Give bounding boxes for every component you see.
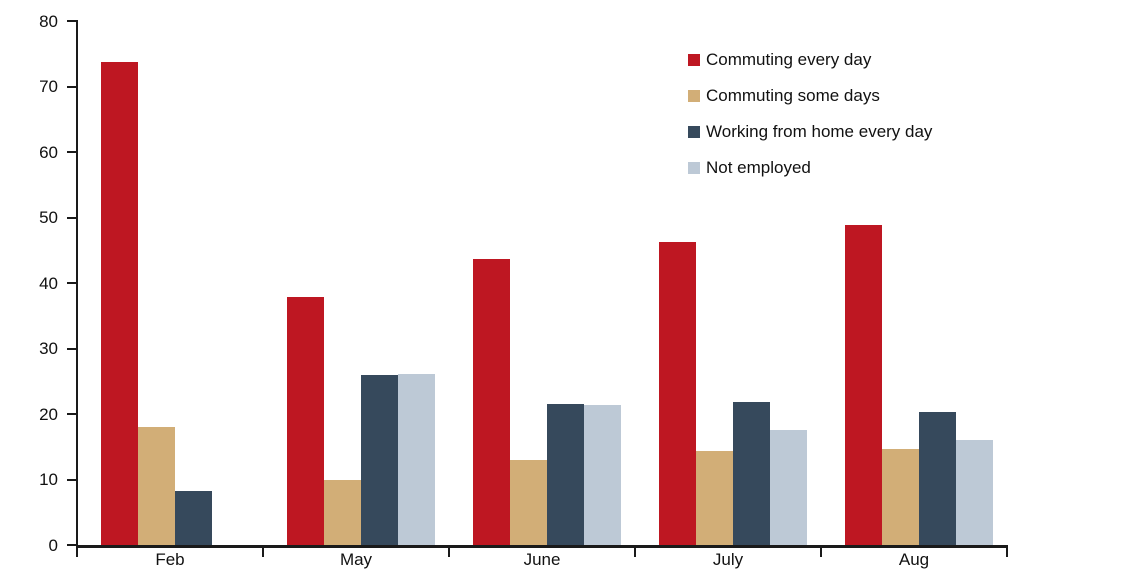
x-category-label: June [523, 550, 561, 569]
legend-swatch-icon [688, 126, 700, 138]
bar-may-series-1 [324, 479, 361, 545]
y-tick-label: 10 [39, 470, 58, 489]
x-category-label: July [712, 550, 744, 569]
legend-label: Not employed [706, 158, 811, 177]
bar-july-series-1 [696, 451, 733, 545]
y-tick-mark [67, 85, 77, 88]
bar-may-series-3 [398, 374, 435, 545]
legend: Commuting every day Commuting some days Wo… [688, 42, 932, 186]
plot-area [77, 21, 1007, 545]
bar-aug-series-0 [845, 224, 882, 545]
bar-july-series-3 [770, 430, 807, 545]
bar-june-series-1 [510, 459, 547, 545]
bar-june-series-0 [473, 258, 510, 545]
bar-aug-series-3 [956, 440, 993, 545]
x-category-label: Feb [155, 550, 185, 569]
y-tick-label: 50 [39, 208, 58, 227]
legend-item: Not employed [688, 150, 932, 186]
bar-feb-series-1 [138, 427, 175, 545]
y-tick-mark [67, 216, 77, 219]
y-tick-label: 60 [39, 142, 58, 162]
y-tick-label: 80 [39, 11, 58, 31]
legend-item: Commuting some days [688, 78, 932, 114]
x-tick-mark [1006, 548, 1008, 557]
bar-may-series-2 [361, 375, 398, 545]
y-tick-mark [67, 544, 77, 546]
legend-label: Commuting some days [706, 86, 880, 105]
y-tick-mark [67, 413, 77, 415]
x-tick-mark [448, 548, 450, 557]
legend-label: Commuting every day [706, 50, 872, 69]
x-tick-mark [820, 548, 822, 557]
bar-aug-series-1 [882, 449, 919, 545]
y-tick-label: 70 [39, 77, 58, 96]
x-tick-mark [634, 548, 636, 557]
bar-june-series-3 [584, 404, 621, 545]
bar-feb-series-2 [175, 491, 212, 545]
y-tick-mark [67, 478, 77, 481]
x-category-label: Aug [898, 550, 930, 569]
legend-item: Commuting every day [688, 42, 932, 78]
bar-july-series-2 [733, 402, 770, 545]
bar-may-series-0 [287, 297, 324, 545]
x-tick-mark [262, 548, 264, 557]
y-tick-mark [67, 282, 77, 284]
legend-label: Working from home every day [706, 122, 933, 141]
y-tick-label: 30 [39, 339, 58, 358]
legend-item: Working from home every day [688, 114, 932, 150]
bar-feb-series-0 [101, 62, 138, 545]
y-tick-mark [67, 20, 77, 22]
bar-aug-series-2 [919, 412, 956, 545]
y-tick-label: 0 [48, 535, 58, 555]
bar-july-series-0 [659, 241, 696, 545]
x-axis-line [76, 545, 1008, 548]
legend-swatch-icon [688, 54, 700, 66]
y-axis-line [76, 20, 78, 547]
legend-swatch-icon [688, 90, 700, 102]
legend-swatch-icon [688, 162, 700, 174]
x-category-label: May [339, 550, 373, 569]
bar-june-series-2 [547, 403, 584, 545]
x-tick-mark [76, 548, 78, 557]
y-tick-label: 20 [39, 404, 58, 424]
y-tick-mark [67, 151, 77, 153]
y-tick-label: 40 [39, 273, 58, 293]
y-tick-mark [67, 347, 77, 350]
